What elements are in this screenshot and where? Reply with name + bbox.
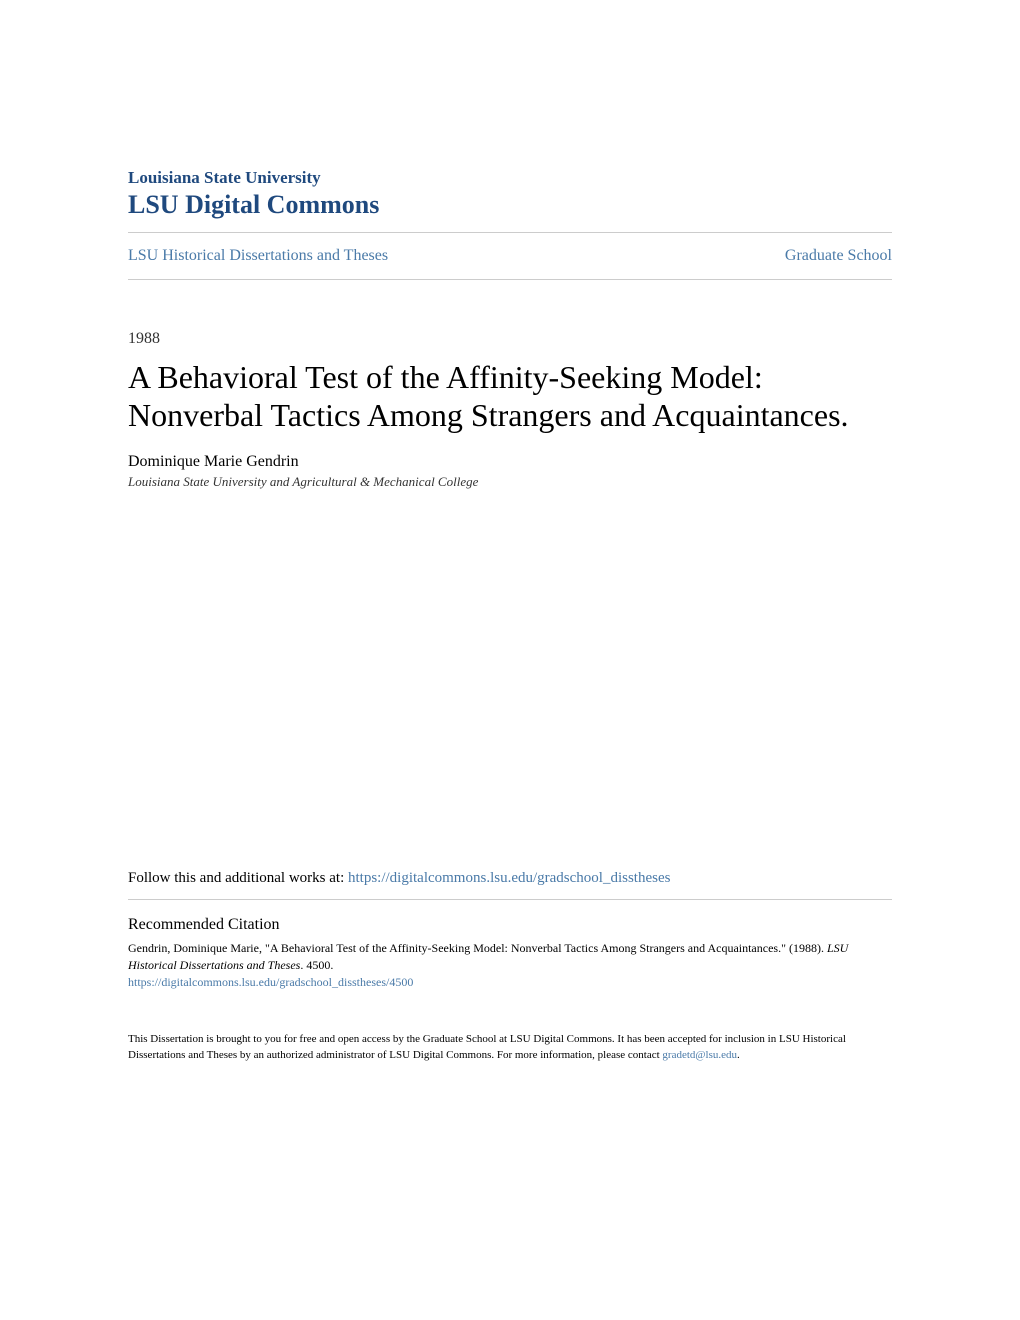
footer-period: . bbox=[737, 1049, 740, 1061]
author-affiliation: Louisiana State University and Agricultu… bbox=[128, 474, 892, 490]
follow-section: Follow this and additional works at: htt… bbox=[128, 870, 892, 900]
author-name: Dominique Marie Gendrin bbox=[128, 453, 892, 471]
citation-url-link[interactable]: https://digitalcommons.lsu.edu/gradschoo… bbox=[128, 975, 892, 990]
contact-email-link[interactable]: gradetd@lsu.edu bbox=[662, 1049, 737, 1061]
repository-name[interactable]: LSU Digital Commons bbox=[128, 190, 892, 220]
collection-link[interactable]: LSU Historical Dissertations and Theses bbox=[128, 247, 388, 265]
follow-link[interactable]: https://digitalcommons.lsu.edu/gradschoo… bbox=[348, 870, 670, 886]
citation-part1: Gendrin, Dominique Marie, "A Behavioral … bbox=[128, 941, 827, 955]
citation-heading: Recommended Citation bbox=[128, 916, 892, 934]
citation-section: Recommended Citation Gendrin, Dominique … bbox=[128, 916, 892, 991]
footer-text: This Dissertation is brought to you for … bbox=[128, 1032, 892, 1063]
page-header: Louisiana State University LSU Digital C… bbox=[128, 168, 892, 220]
document-title: A Behavioral Test of the Affinity-Seekin… bbox=[128, 358, 892, 435]
nav-bar: LSU Historical Dissertations and Theses … bbox=[128, 232, 892, 280]
institution-name: Louisiana State University bbox=[128, 168, 892, 188]
publication-year: 1988 bbox=[128, 330, 892, 348]
follow-label: Follow this and additional works at: bbox=[128, 870, 348, 886]
citation-text: Gendrin, Dominique Marie, "A Behavioral … bbox=[128, 940, 892, 974]
citation-part2: . 4500. bbox=[300, 958, 333, 972]
school-link[interactable]: Graduate School bbox=[785, 247, 892, 265]
